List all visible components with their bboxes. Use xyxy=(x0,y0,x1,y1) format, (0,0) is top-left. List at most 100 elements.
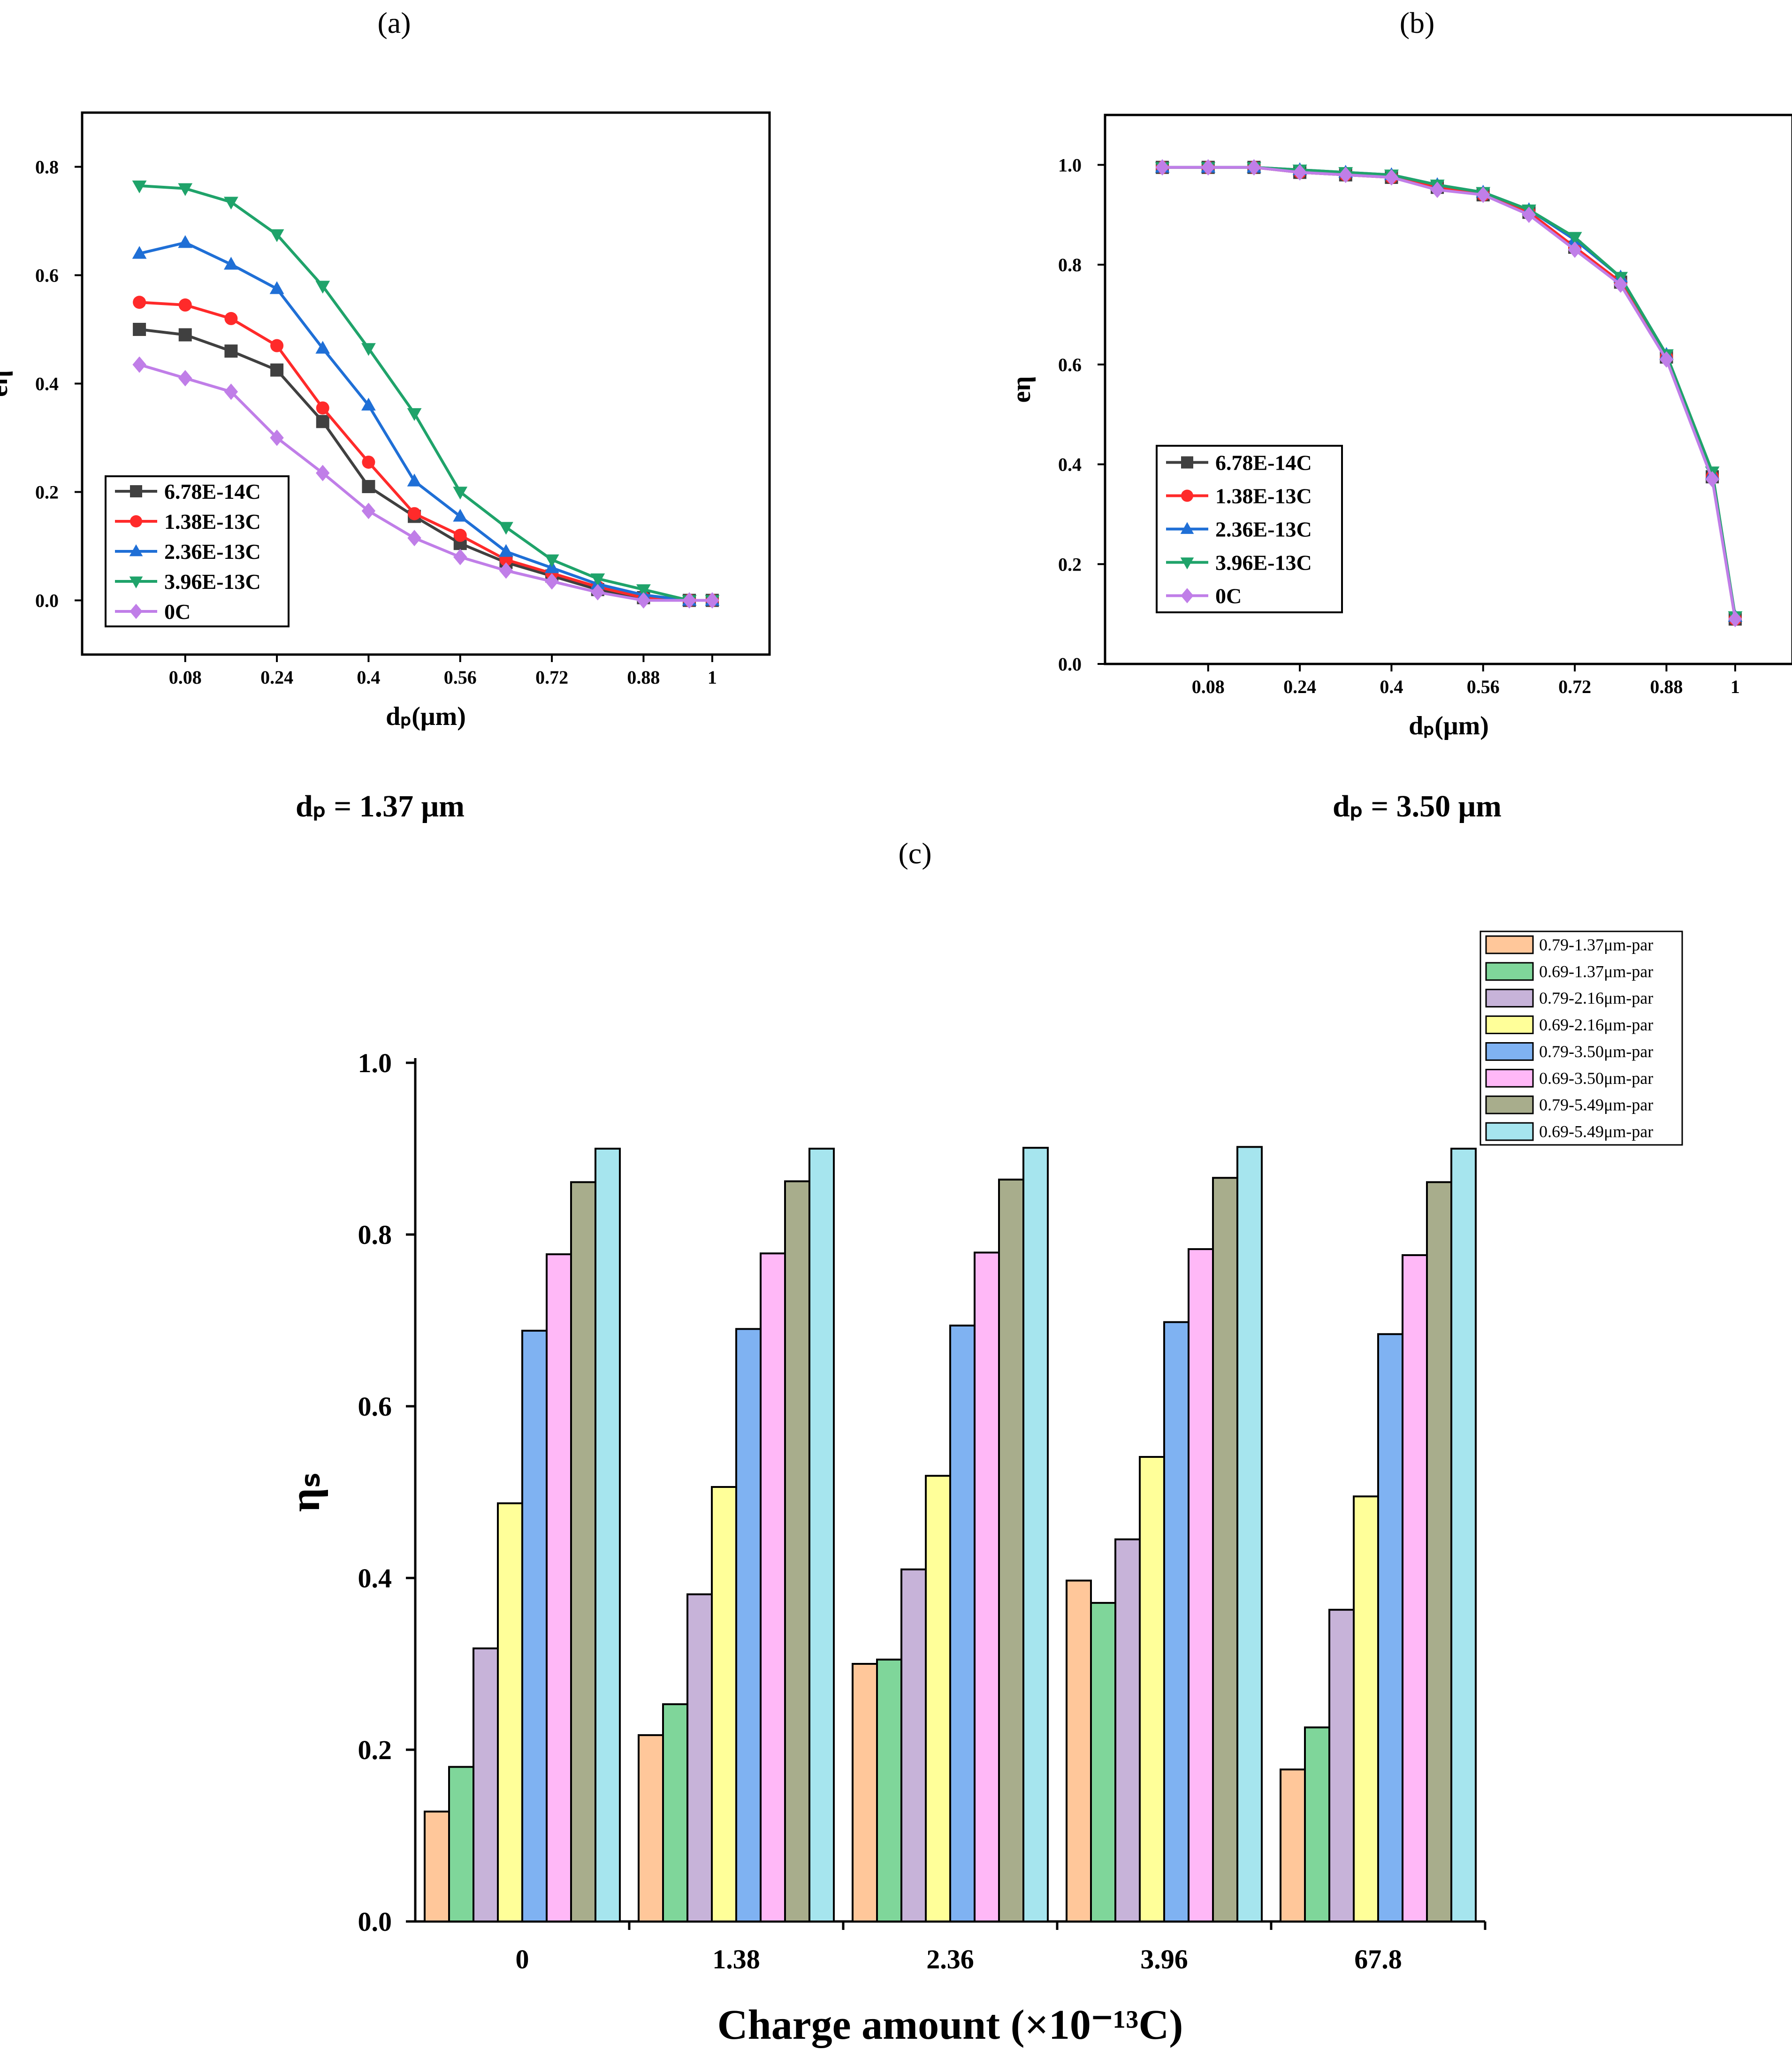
bar xyxy=(1212,1177,1238,1922)
bar xyxy=(424,1810,450,1923)
data-point xyxy=(362,455,375,469)
x-tick-label: 0.08 xyxy=(169,667,202,688)
data-point xyxy=(1705,471,1719,488)
series-line xyxy=(139,241,712,602)
x-tick-label: 1 xyxy=(1731,676,1740,697)
bar xyxy=(497,1502,523,1923)
legend-swatch xyxy=(1485,1095,1534,1114)
data-point xyxy=(407,473,422,487)
bar xyxy=(900,1568,927,1922)
legend-marker xyxy=(129,544,143,556)
series-line xyxy=(139,363,712,602)
legend-label: 0.79-1.37μm-par xyxy=(1539,935,1653,954)
data-point xyxy=(178,235,193,248)
data-point xyxy=(269,281,284,294)
legend-label: 6.78E-14C xyxy=(1215,451,1312,475)
data-point xyxy=(407,408,422,421)
y-tick-label: 1.0 xyxy=(358,1048,392,1078)
data-point xyxy=(1247,159,1261,176)
data-point xyxy=(133,296,146,309)
bar-chart-c: 0.0 0.2 0.4 0.6 0.8 1.0 0 1.38 2.36 3.96 67.8 Charg… xyxy=(282,930,1683,2048)
x-tick-label: 0.4 xyxy=(357,667,380,688)
y-tick-label: 0.0 xyxy=(35,590,59,611)
legend-swatch xyxy=(1485,962,1534,981)
legend-marker xyxy=(1181,588,1194,603)
bar xyxy=(1114,1538,1141,1922)
data-point xyxy=(361,397,376,411)
data-point xyxy=(316,415,329,428)
x-tick-label: 0.08 xyxy=(1192,676,1225,697)
bar xyxy=(1188,1248,1214,1923)
bar xyxy=(735,1328,762,1922)
bar xyxy=(1402,1254,1428,1922)
y-tick-label: 0.6 xyxy=(35,265,59,286)
y-tick-label: 0.2 xyxy=(35,482,59,503)
data-point xyxy=(408,507,421,520)
data-point xyxy=(407,530,421,547)
legend-marker xyxy=(130,485,142,497)
data-point xyxy=(590,573,605,587)
legend-label: 3.96E-13C xyxy=(1215,551,1312,575)
y-tick-label: 1.0 xyxy=(1058,154,1082,175)
data-point xyxy=(1476,186,1490,203)
caption-b: dₚ = 3.50 μm xyxy=(1333,789,1502,823)
data-point xyxy=(453,509,468,522)
line-chart-a: 0.08 0.24 0.4 0.56 0.72 0.88 1 0.0 0.2 0.4 0.6 0.8 d… xyxy=(0,111,771,731)
y-tick-label: 0.2 xyxy=(358,1735,392,1765)
bar xyxy=(1353,1495,1379,1922)
bar xyxy=(1280,1768,1306,1923)
data-point xyxy=(1384,169,1399,186)
legend-marker xyxy=(130,515,142,527)
data-point xyxy=(270,339,284,352)
data-point xyxy=(591,584,605,601)
bar xyxy=(1022,1147,1049,1922)
data-point xyxy=(705,592,719,609)
bar xyxy=(1236,1146,1263,1923)
bar xyxy=(1328,1608,1355,1922)
data-point xyxy=(1430,182,1444,198)
x-tick-label: 0.56 xyxy=(444,667,477,688)
data-point xyxy=(132,356,146,373)
data-point xyxy=(270,429,284,446)
panel-label-c: (c) xyxy=(898,837,931,870)
y-tick-label: 0.0 xyxy=(358,1906,392,1937)
panel-label-a: (a) xyxy=(377,6,411,39)
legend-marker xyxy=(1181,489,1193,502)
caption-a: dₚ = 1.37 μm xyxy=(296,789,465,823)
data-point xyxy=(133,323,146,336)
data-point xyxy=(636,584,651,597)
bar xyxy=(595,1148,621,1922)
bar xyxy=(925,1475,951,1922)
x-tick-label: 3.96 xyxy=(1140,1944,1188,1974)
x-tick-label: 0.88 xyxy=(1650,676,1683,697)
data-point xyxy=(499,544,513,557)
bar xyxy=(1426,1181,1452,1923)
data-point xyxy=(315,281,330,294)
legend-label: 0.69-2.16μm-par xyxy=(1539,1015,1653,1034)
bar xyxy=(662,1703,688,1922)
bar xyxy=(1066,1579,1092,1922)
data-point xyxy=(178,370,192,387)
y-tick-label: 0.0 xyxy=(1058,654,1082,675)
x-tick-label: 0.24 xyxy=(260,667,293,688)
bar xyxy=(1090,1602,1116,1923)
data-point xyxy=(224,312,238,325)
data-point xyxy=(269,229,284,242)
legend-marker xyxy=(130,603,143,619)
bar xyxy=(686,1593,713,1922)
data-point xyxy=(499,522,513,535)
data-point xyxy=(1522,206,1536,223)
x-axis-title: dₚ(μm) xyxy=(386,702,466,731)
legend-marker xyxy=(1181,456,1193,469)
data-point xyxy=(1659,351,1674,368)
data-point xyxy=(224,344,238,358)
bar xyxy=(974,1251,1000,1922)
x-tick-label: 0.72 xyxy=(1558,676,1591,697)
y-axis-title: ηₛ xyxy=(282,1472,328,1512)
data-point xyxy=(316,401,329,415)
line-chart-b: 0.08 0.24 0.4 0.56 0.72 0.88 1 0.0 0.2 0.4 0.6 0.8 1… xyxy=(1007,114,1792,740)
x-tick-label: 0.24 xyxy=(1283,676,1316,697)
legend-label: 0.69-3.50μm-par xyxy=(1539,1069,1653,1088)
legend-marker xyxy=(1180,522,1194,534)
